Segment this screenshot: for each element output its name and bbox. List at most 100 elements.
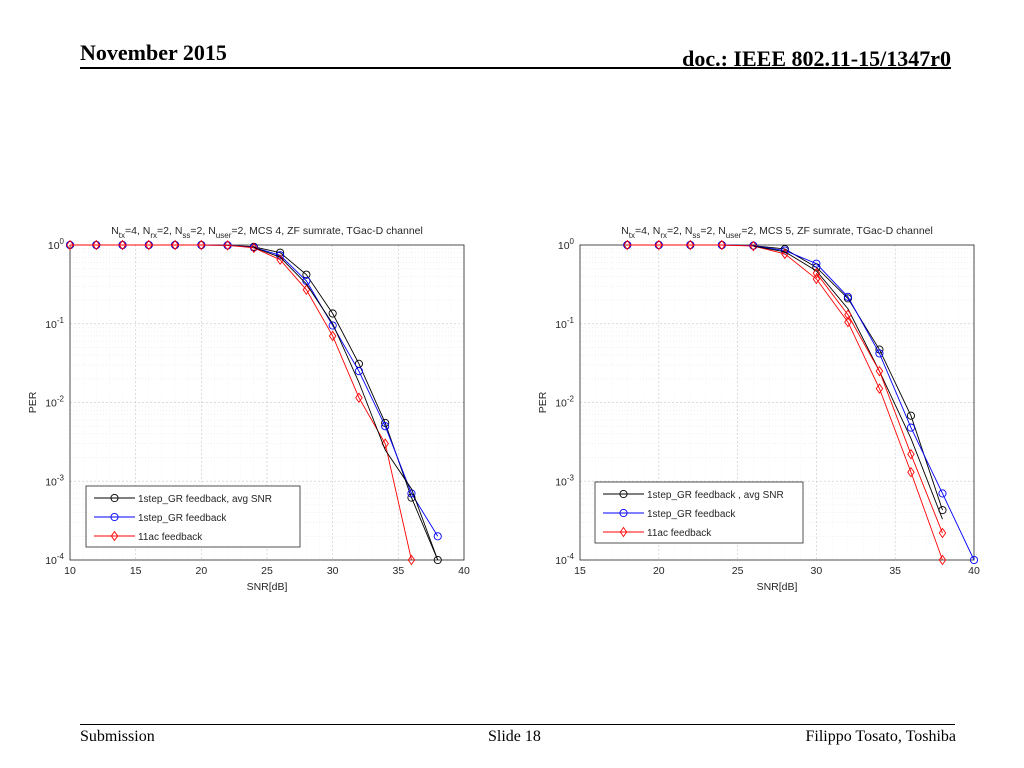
data-point [686, 239, 695, 251]
x-tick-label: 20 [195, 565, 207, 577]
legend-label: 1step_GR feedback , avg SNR [647, 490, 784, 501]
data-point [969, 555, 979, 565]
y-tick-label: 10-2 [45, 395, 64, 410]
data-point [276, 254, 284, 266]
data-point [812, 273, 821, 285]
data-point [623, 239, 632, 251]
header-rule [80, 67, 951, 69]
x-axis-label: SNR[dB] [247, 581, 288, 593]
legend-label: 1step_GR feedback [647, 509, 736, 520]
data-point [906, 423, 916, 432]
x-tick-label: 30 [811, 565, 823, 577]
data-point [938, 527, 947, 539]
data-point [906, 411, 916, 420]
data-point [907, 467, 915, 478]
data-point [407, 554, 416, 566]
data-point [302, 270, 311, 279]
chart-1: 10 15 20 25 30 35 40 100 10-1 10-2 10-3 10-4 SNR[dB]… [27, 225, 470, 593]
data-point [749, 240, 758, 252]
x-axis-label: SNR[dB] [757, 581, 798, 593]
data-point [812, 259, 821, 268]
data-point [781, 248, 789, 260]
data-point [433, 532, 442, 541]
y-tick-label: 100 [48, 237, 65, 252]
legend-label: 11ac feedback [647, 528, 712, 539]
document-id: doc.: IEEE 802.11-15/1347r0 [682, 46, 951, 71]
data-point [328, 321, 337, 330]
data-point [66, 239, 74, 251]
series-unlabeled-4 [812, 267, 947, 539]
chart-2: 15 20 25 30 35 40 100 10-1 10-2 10-3 10-4 SNR[dB] PE… [537, 225, 980, 593]
footer-slide-number: Slide 18 [488, 728, 541, 745]
y-tick-label: 10-1 [45, 316, 64, 331]
x-tick-label: 20 [653, 565, 665, 577]
legend-marker [110, 493, 119, 503]
x-tick-label: 15 [574, 565, 586, 577]
slide-date: November 2015 [80, 40, 227, 65]
chart-title: Ntx=4, Nrx=2, Nss=2, Nuser=2, MCS 4, ZF … [111, 225, 423, 240]
legend-marker [110, 512, 119, 522]
series-unlabeled-3 [753, 245, 943, 520]
data-point [875, 383, 884, 394]
data-point [328, 309, 337, 318]
data-point [171, 239, 179, 251]
legend-label: 1step_GR feedback [138, 513, 227, 524]
legend-marker [110, 530, 119, 542]
data-point [118, 239, 127, 251]
data-point [302, 284, 311, 296]
data-point [844, 309, 852, 321]
y-tick-label: 100 [558, 237, 575, 252]
y-tick-label: 10-4 [555, 552, 574, 567]
legend-marker [619, 508, 628, 518]
x-tick-label: 35 [392, 565, 404, 577]
data-point [433, 555, 442, 565]
y-tick-label: 10-3 [45, 473, 64, 488]
data-point [844, 316, 852, 328]
y-tick-label: 10-1 [555, 316, 574, 331]
x-tick-label: 25 [261, 565, 273, 577]
series-unlabeled-3 [253, 247, 439, 561]
x-tick-label: 25 [732, 565, 744, 577]
data-point [92, 239, 101, 251]
x-tick-label: 40 [458, 565, 470, 577]
data-point [843, 292, 852, 301]
legend-label: 1step_GR feedback, avg SNR [138, 494, 272, 505]
data-point [223, 240, 232, 251]
data-point [907, 449, 915, 460]
y-tick-label: 10-3 [555, 473, 574, 488]
plot-frame [69, 244, 465, 561]
data-point [718, 239, 726, 251]
y-tick-label: 10-2 [555, 395, 574, 410]
data-point [250, 242, 258, 254]
data-point [355, 392, 363, 403]
data-point [812, 267, 821, 279]
x-tick-label: 15 [130, 565, 142, 577]
legend-marker [619, 489, 628, 499]
legend-box [85, 485, 301, 548]
series-line [816, 272, 943, 534]
x-tick-label: 30 [327, 565, 339, 577]
legend: 1step_GR feedback, avg SNR 1step_GR feedb… [85, 485, 301, 548]
footer-submission: Submission [80, 728, 155, 745]
data-point [354, 367, 363, 376]
legend-label: 11ac feedback [138, 532, 203, 543]
series-line [753, 245, 943, 520]
data-point [276, 251, 285, 260]
data-point [381, 438, 389, 449]
footer-author: Filippo Tosato, Toshiba [805, 728, 956, 745]
legend: 1step_GR feedback , avg SNR 1step_GR feed… [594, 481, 804, 544]
x-tick-label: 40 [968, 565, 980, 577]
series-11ac-feedback [66, 239, 416, 566]
legend-marker [619, 526, 628, 538]
data-point [145, 239, 153, 251]
chart-title: Ntx=4, Nrx=2, Nss=2, Nuser=2, MCS 5, ZF … [621, 225, 933, 240]
x-tick-label: 35 [889, 565, 901, 577]
y-axis-label: PER [27, 391, 39, 413]
data-point [655, 239, 663, 251]
legend-box [594, 481, 804, 544]
plot-frame [579, 244, 975, 561]
data-point [276, 248, 285, 257]
data-point [197, 239, 206, 251]
series-line [253, 247, 439, 561]
